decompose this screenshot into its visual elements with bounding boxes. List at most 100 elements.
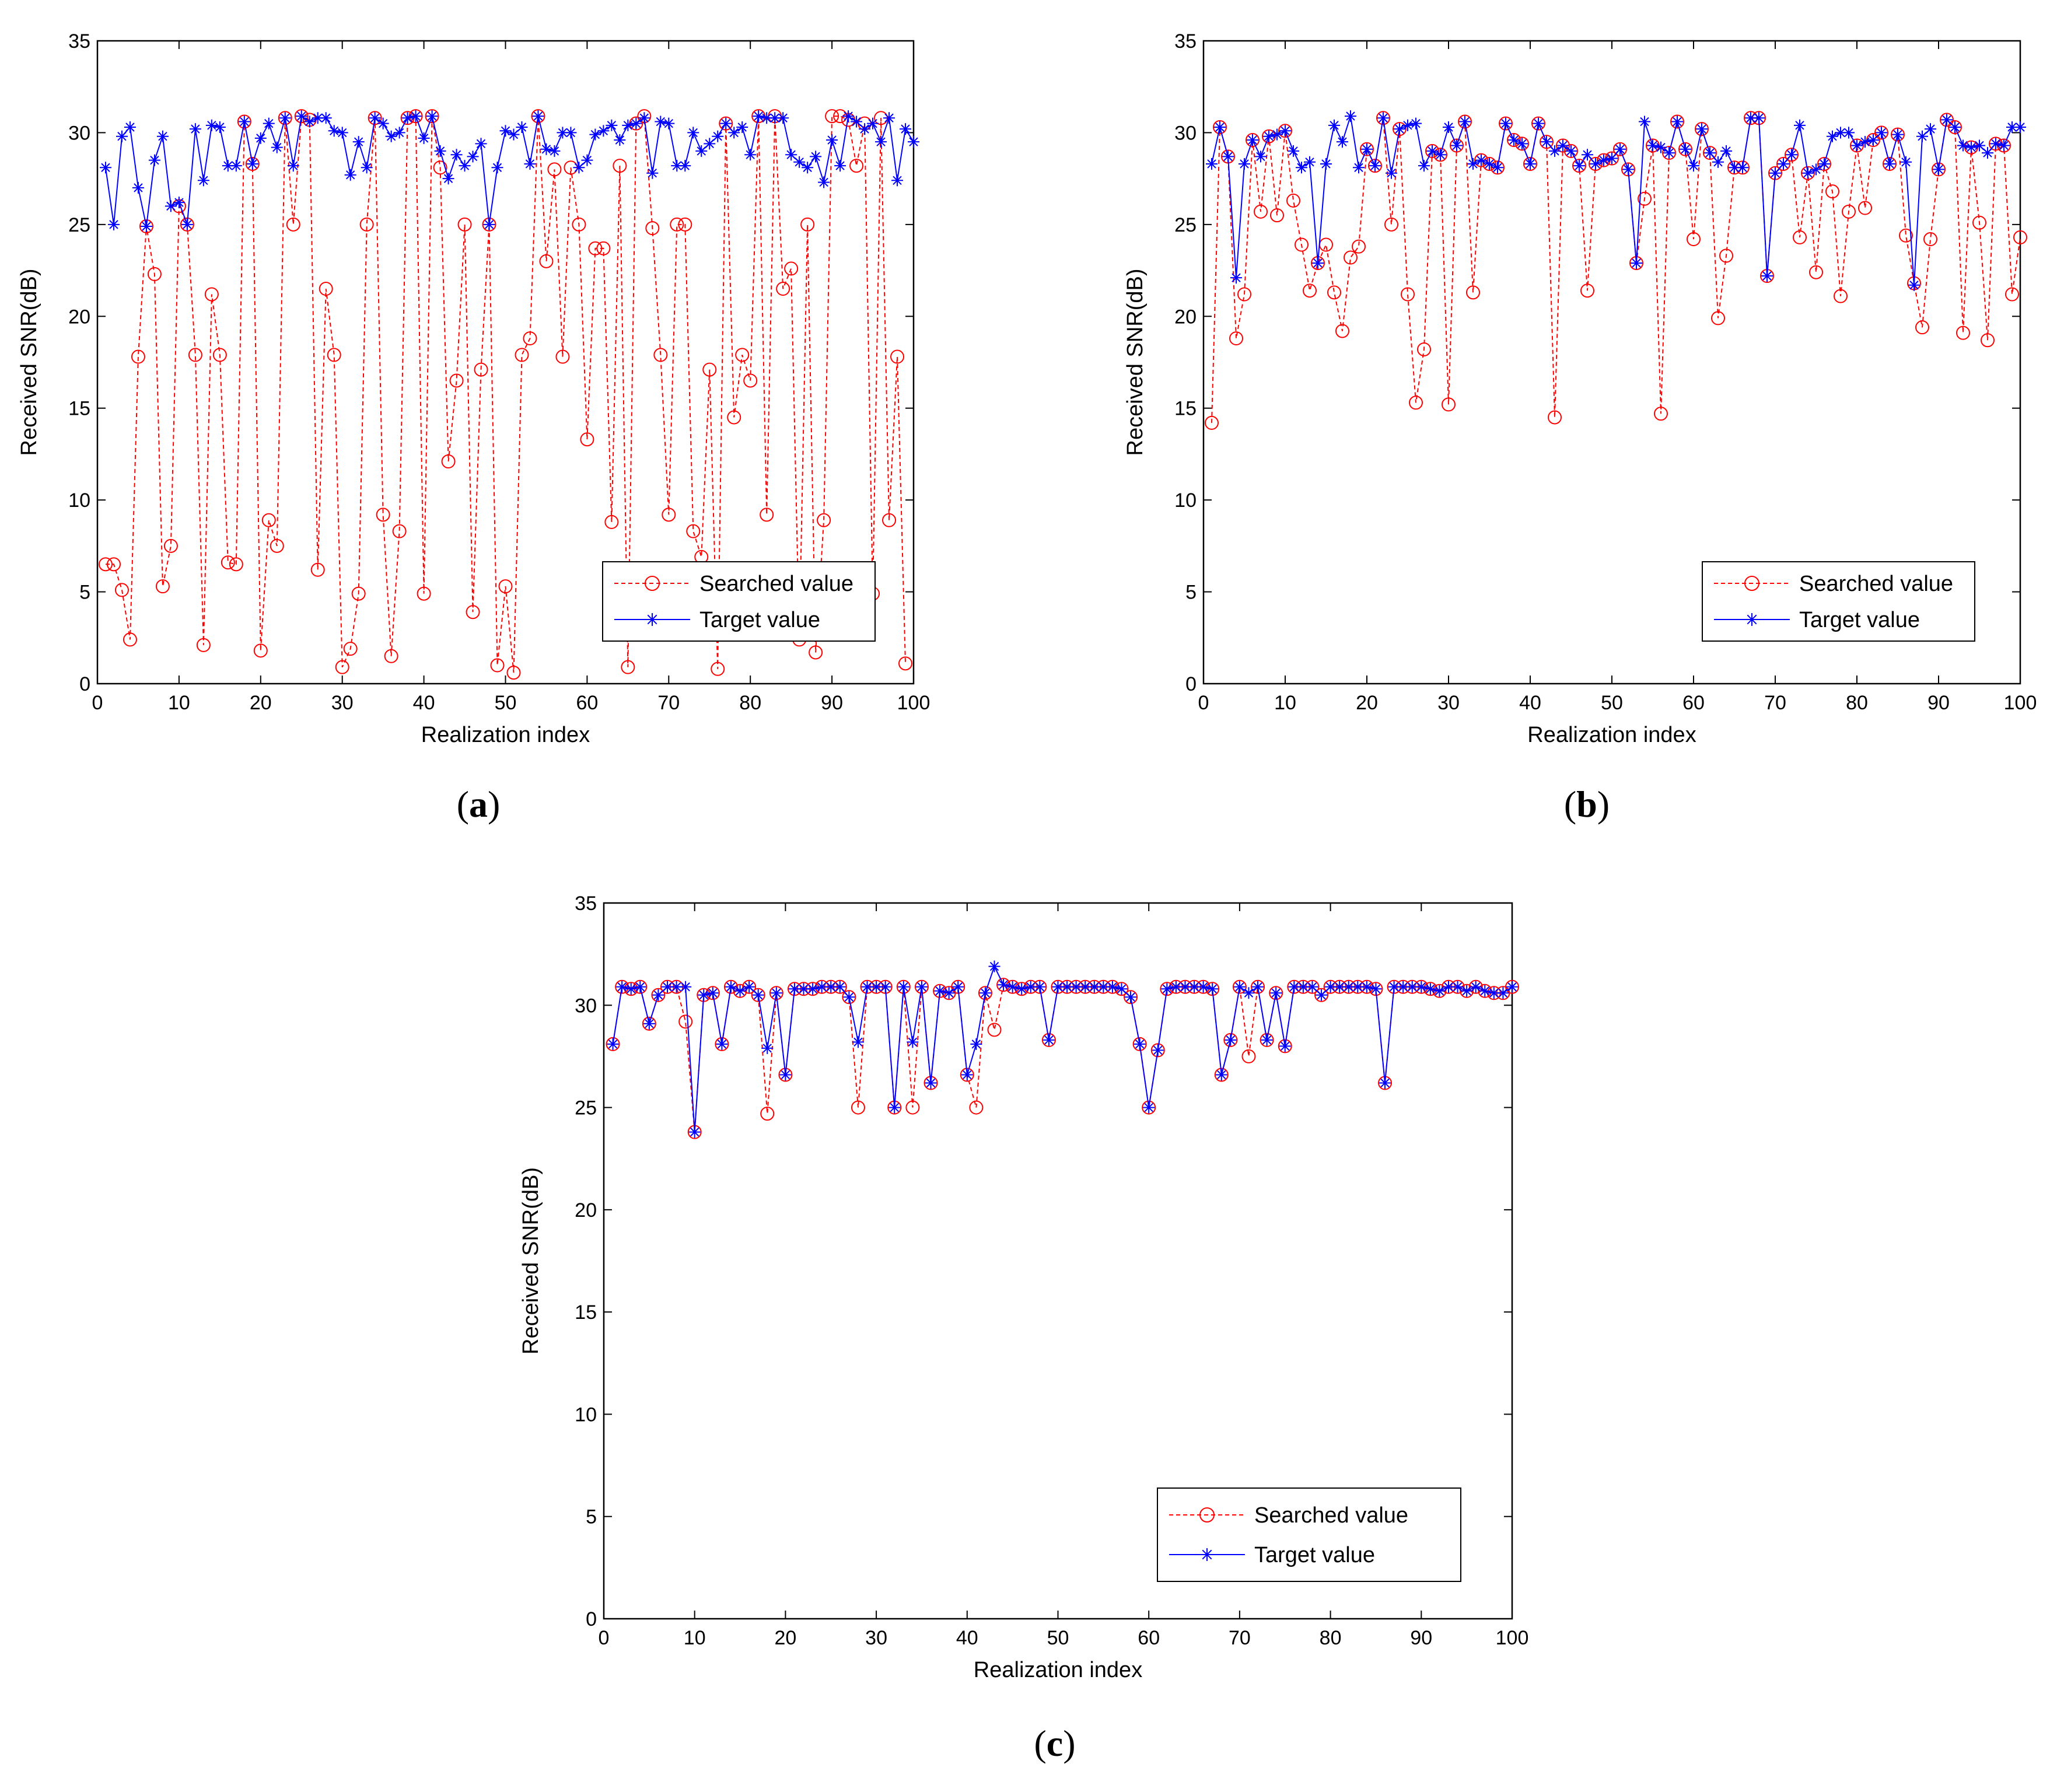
- asterisk-stroke: [1053, 982, 1063, 992]
- x-tick-label: 60: [1138, 1627, 1160, 1649]
- asterisk-stroke: [989, 961, 999, 971]
- data-point: [287, 160, 299, 172]
- data-point: [751, 988, 765, 1002]
- data-point: [1451, 139, 1463, 152]
- asterisk-stroke: [735, 986, 745, 996]
- data-point: [1508, 134, 1520, 146]
- data-point: [825, 109, 839, 124]
- data-point: [727, 410, 741, 425]
- data-point: [572, 217, 586, 232]
- data-point: [1531, 116, 1545, 131]
- asterisk-stroke: [1117, 984, 1127, 993]
- data-point: [1270, 208, 1284, 223]
- y-tick-label: 0: [79, 673, 90, 695]
- data-point: [327, 348, 341, 362]
- data-point: [155, 579, 170, 594]
- asterisk-stroke: [1202, 1549, 1212, 1560]
- asterisk-stroke: [1419, 161, 1429, 170]
- asterisk-stroke: [890, 1102, 899, 1112]
- data-point: [1261, 1034, 1273, 1046]
- data-point: [261, 513, 276, 527]
- data-point: [797, 983, 810, 995]
- data-point: [1370, 983, 1382, 995]
- data-point: [351, 586, 366, 601]
- data-point: [1810, 163, 1822, 176]
- asterisk-stroke: [1346, 111, 1355, 121]
- x-tick-label: 80: [739, 692, 761, 714]
- asterisk-stroke: [305, 117, 314, 127]
- data-point: [418, 132, 430, 144]
- y-axis-label: Received SNR(dB): [1123, 269, 1148, 456]
- data-point: [352, 136, 365, 148]
- data-point: [434, 145, 446, 157]
- asterisk-stroke: [1877, 128, 1886, 138]
- data-point: [670, 217, 684, 232]
- data-point: [459, 160, 471, 172]
- asterisk-stroke: [142, 222, 151, 231]
- x-tick-label: 50: [495, 692, 517, 714]
- data-point: [368, 111, 382, 125]
- data-point: [1941, 114, 1953, 126]
- asterisk-stroke: [1223, 152, 1233, 162]
- data-point: [196, 638, 211, 652]
- data-point: [1858, 201, 1872, 215]
- data-point: [1360, 142, 1374, 156]
- data-point: [1237, 287, 1251, 302]
- asterisk-stroke: [1144, 1102, 1153, 1112]
- asterisk-stroke: [533, 111, 543, 121]
- legend-marker: [1199, 1507, 1215, 1522]
- asterisk-stroke: [1999, 141, 2009, 150]
- x-tick-label: 90: [1927, 692, 1950, 714]
- asterisk-stroke: [174, 198, 184, 207]
- y-tick-label: 25: [1174, 214, 1197, 236]
- data-point: [742, 979, 757, 994]
- data-point: [843, 991, 855, 1003]
- asterisk-stroke: [1599, 155, 1608, 165]
- data-point: [661, 981, 673, 993]
- data-point: [1328, 119, 1340, 131]
- asterisk-stroke: [109, 220, 118, 229]
- data-point: [1565, 145, 1577, 157]
- data-point: [1965, 141, 1977, 153]
- data-point: [1142, 1100, 1156, 1115]
- data-point: [1548, 410, 1562, 425]
- data-point: [625, 983, 637, 995]
- data-point: [1590, 158, 1601, 170]
- data-point: [1497, 987, 1509, 999]
- data-point: [1269, 986, 1283, 1000]
- data-point: [1143, 1101, 1155, 1114]
- data-point: [978, 986, 992, 1000]
- data-point: [442, 173, 454, 185]
- data-point: [1515, 136, 1529, 151]
- y-tick-label: 35: [68, 30, 90, 52]
- asterisk-stroke: [134, 183, 143, 192]
- data-point: [1125, 991, 1137, 1003]
- asterisk-stroke: [1071, 982, 1081, 992]
- y-tick-label: 15: [68, 398, 90, 420]
- data-point: [1940, 113, 1954, 127]
- asterisk-stroke: [1860, 137, 1870, 146]
- asterisk-stroke: [1991, 139, 2000, 149]
- data-point: [734, 985, 746, 997]
- data-point: [123, 632, 137, 647]
- data-point: [548, 145, 561, 157]
- asterisk-stroke: [631, 118, 641, 128]
- asterisk-stroke: [688, 128, 698, 138]
- asterisk-stroke: [1428, 146, 1437, 156]
- asterisk-stroke: [297, 111, 306, 121]
- asterisk-stroke: [1942, 115, 1951, 125]
- data-point: [1461, 985, 1473, 997]
- data-point: [1622, 163, 1634, 176]
- data-point: [834, 160, 846, 172]
- data-point: [222, 160, 234, 172]
- asterisk-stroke: [853, 1037, 863, 1047]
- data-point: [1097, 981, 1110, 993]
- data-point: [852, 1036, 864, 1048]
- asterisk-stroke: [207, 121, 216, 130]
- data-point: [1695, 122, 1709, 136]
- data-point: [1451, 981, 1464, 993]
- asterisk-stroke: [1852, 141, 1862, 150]
- data-point: [1663, 147, 1675, 159]
- data-point: [1335, 324, 1349, 338]
- data-point: [189, 123, 201, 135]
